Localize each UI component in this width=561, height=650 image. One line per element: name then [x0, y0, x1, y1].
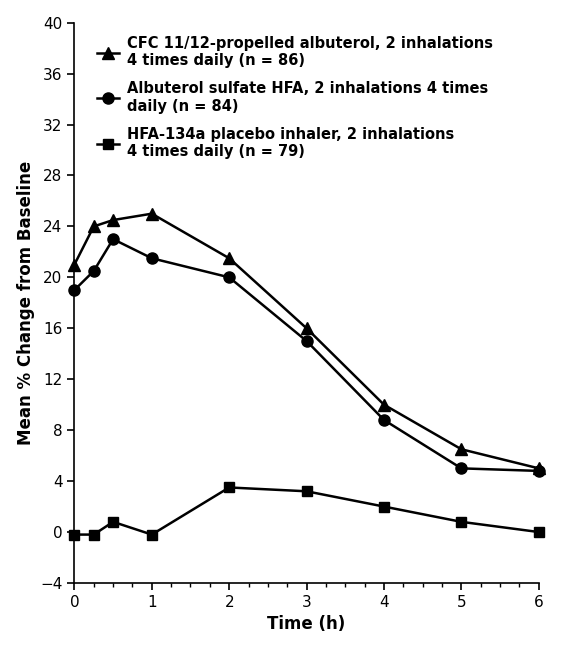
CFC 11/12-propelled albuterol, 2 inhalations
4 times daily (n = 86) [110, 216, 117, 224]
CFC 11/12-propelled albuterol, 2 inhalations
4 times daily (n = 86) [149, 210, 155, 218]
HFA-134a placebo inhaler, 2 inhalations
4 times daily (n = 79) [71, 530, 78, 538]
HFA-134a placebo inhaler, 2 inhalations
4 times daily (n = 79) [535, 528, 542, 536]
Albuterol sulfate HFA, 2 inhalations 4 times
daily (n = 84) [110, 235, 117, 243]
X-axis label: Time (h): Time (h) [268, 616, 346, 633]
Albuterol sulfate HFA, 2 inhalations 4 times
daily (n = 84) [90, 267, 97, 275]
HFA-134a placebo inhaler, 2 inhalations
4 times daily (n = 79) [90, 530, 97, 538]
Albuterol sulfate HFA, 2 inhalations 4 times
daily (n = 84) [458, 465, 465, 473]
Legend: CFC 11/12-propelled albuterol, 2 inhalations
4 times daily (n = 86), Albuterol s: CFC 11/12-propelled albuterol, 2 inhalat… [91, 30, 499, 165]
CFC 11/12-propelled albuterol, 2 inhalations
4 times daily (n = 86) [71, 261, 78, 268]
Line: HFA-134a placebo inhaler, 2 inhalations
4 times daily (n = 79): HFA-134a placebo inhaler, 2 inhalations … [70, 482, 544, 540]
Albuterol sulfate HFA, 2 inhalations 4 times
daily (n = 84) [149, 254, 155, 262]
HFA-134a placebo inhaler, 2 inhalations
4 times daily (n = 79) [226, 484, 233, 491]
Line: CFC 11/12-propelled albuterol, 2 inhalations
4 times daily (n = 86): CFC 11/12-propelled albuterol, 2 inhalat… [69, 208, 544, 474]
HFA-134a placebo inhaler, 2 inhalations
4 times daily (n = 79) [458, 518, 465, 526]
Albuterol sulfate HFA, 2 inhalations 4 times
daily (n = 84) [304, 337, 310, 345]
CFC 11/12-propelled albuterol, 2 inhalations
4 times daily (n = 86) [304, 324, 310, 332]
CFC 11/12-propelled albuterol, 2 inhalations
4 times daily (n = 86) [226, 254, 233, 262]
Y-axis label: Mean % Change from Baseline: Mean % Change from Baseline [17, 161, 35, 445]
HFA-134a placebo inhaler, 2 inhalations
4 times daily (n = 79) [149, 530, 155, 538]
Line: Albuterol sulfate HFA, 2 inhalations 4 times
daily (n = 84): Albuterol sulfate HFA, 2 inhalations 4 t… [69, 233, 544, 476]
Albuterol sulfate HFA, 2 inhalations 4 times
daily (n = 84) [71, 286, 78, 294]
HFA-134a placebo inhaler, 2 inhalations
4 times daily (n = 79) [304, 488, 310, 495]
CFC 11/12-propelled albuterol, 2 inhalations
4 times daily (n = 86) [380, 401, 387, 409]
Albuterol sulfate HFA, 2 inhalations 4 times
daily (n = 84) [226, 274, 233, 281]
Albuterol sulfate HFA, 2 inhalations 4 times
daily (n = 84) [535, 467, 542, 474]
CFC 11/12-propelled albuterol, 2 inhalations
4 times daily (n = 86) [458, 445, 465, 453]
Albuterol sulfate HFA, 2 inhalations 4 times
daily (n = 84) [380, 416, 387, 424]
CFC 11/12-propelled albuterol, 2 inhalations
4 times daily (n = 86) [535, 465, 542, 473]
HFA-134a placebo inhaler, 2 inhalations
4 times daily (n = 79) [110, 518, 117, 526]
HFA-134a placebo inhaler, 2 inhalations
4 times daily (n = 79) [380, 502, 387, 510]
CFC 11/12-propelled albuterol, 2 inhalations
4 times daily (n = 86) [90, 222, 97, 230]
